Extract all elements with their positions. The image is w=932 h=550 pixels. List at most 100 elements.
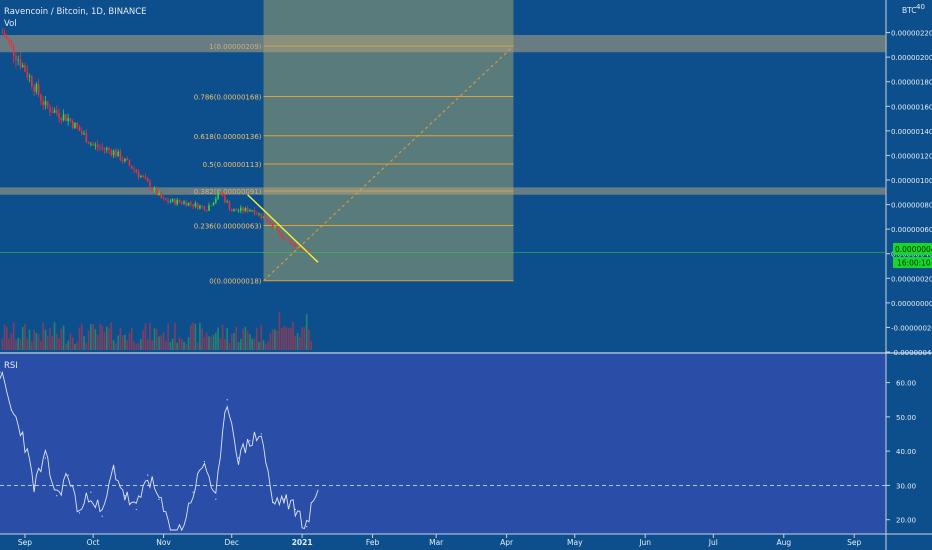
volume-bar	[153, 328, 156, 350]
candle-body	[269, 221, 272, 225]
volume-bar	[199, 323, 201, 350]
candle-body	[110, 150, 113, 156]
candle-body	[112, 150, 115, 156]
volume-bar	[96, 334, 99, 350]
volume-bar	[308, 329, 310, 350]
candle-body	[1, 32, 4, 34]
volume-bar	[237, 342, 240, 350]
rsi-point	[22, 433, 24, 435]
volume-bar	[6, 326, 8, 350]
candle-body	[235, 209, 238, 211]
volume-bar	[299, 337, 301, 350]
last-price-label: 0.00000041	[895, 245, 932, 254]
volume-bar	[233, 333, 235, 350]
time-tick-label: Apr	[500, 538, 514, 547]
candle-body	[289, 240, 292, 244]
candle-body	[285, 239, 288, 241]
volume-bar	[121, 335, 124, 350]
rsi-point	[158, 498, 160, 500]
volume-bar	[212, 334, 215, 350]
candle-body	[167, 200, 169, 202]
volume-bar	[265, 343, 267, 350]
resistance-zones[interactable]	[0, 35, 886, 195]
price-tick-label: 0.00000080	[891, 202, 932, 210]
top-axis-tick: 40	[916, 3, 925, 11]
candle-body	[260, 213, 263, 218]
rsi-point	[283, 498, 285, 500]
last-price-badge	[893, 243, 932, 255]
candle-body	[149, 181, 151, 189]
candle-body	[85, 133, 88, 143]
drawings[interactable]	[0, 194, 886, 263]
rsi-point	[135, 508, 137, 511]
volume-bar	[142, 330, 144, 350]
rsi-tick-label: 20.00	[896, 517, 916, 525]
rsi-label: RSI	[4, 361, 18, 371]
candle-body	[33, 86, 35, 92]
volume-bar	[217, 327, 219, 350]
volume-bar	[35, 333, 38, 350]
volume-bar	[140, 338, 142, 350]
candle-body	[278, 230, 281, 233]
candle-body	[67, 118, 69, 122]
candle-body	[37, 84, 40, 95]
candle-body	[6, 37, 8, 39]
candle-body	[308, 251, 310, 253]
time-tick-label: Sep	[847, 538, 861, 547]
volume-bar	[276, 330, 278, 350]
candle-body	[21, 65, 24, 67]
volume-bar	[167, 323, 169, 350]
volume-bar	[258, 341, 260, 350]
trendline[interactable]	[247, 194, 319, 263]
volume-bar	[219, 338, 222, 350]
candle-body	[137, 172, 140, 177]
candle-body	[115, 150, 117, 157]
rsi-point	[215, 498, 217, 500]
candle-body	[180, 202, 183, 204]
volume-bar	[224, 339, 226, 350]
candle-body	[192, 204, 194, 207]
volume-bar	[162, 332, 165, 350]
candle-body	[153, 188, 156, 191]
fib-level-label: 0.618(0.00000136)	[194, 133, 262, 141]
volume-bar	[180, 339, 183, 350]
volume-bar	[51, 336, 54, 350]
resistance-zone[interactable]	[0, 187, 886, 195]
candle-body	[187, 202, 190, 206]
volume-bars	[1, 311, 313, 350]
time-tick-label: 2021	[292, 538, 313, 547]
candle-body	[24, 65, 26, 72]
rsi-point	[306, 525, 308, 528]
candle-body	[201, 205, 203, 207]
candle-body	[58, 112, 60, 118]
candle-body	[87, 142, 90, 144]
rsi-point	[67, 474, 69, 476]
rsi-point	[147, 474, 149, 476]
candle-body	[55, 110, 58, 113]
volume-bar	[31, 342, 33, 350]
volume-bar	[235, 326, 238, 350]
candle-body	[190, 202, 192, 205]
volume-bar	[255, 328, 258, 350]
volume-bar	[215, 332, 217, 350]
fib-level-label: 0.236(0.00000063)	[194, 222, 262, 230]
resistance-zone[interactable]	[0, 35, 886, 53]
candlesticks	[1, 28, 313, 254]
candle-body	[212, 202, 215, 206]
rsi-point	[192, 491, 194, 493]
volume-bar	[169, 342, 172, 350]
volume-bar	[267, 341, 269, 350]
volume-bar	[251, 338, 253, 350]
time-tick-label: May	[567, 538, 583, 547]
candle-body	[274, 226, 276, 228]
volume-bar	[10, 333, 13, 350]
candle-body	[40, 94, 42, 101]
candle-body	[255, 213, 258, 215]
volume-bar	[103, 331, 106, 350]
candle-body	[10, 41, 13, 45]
candle-body	[26, 71, 29, 78]
time-axis[interactable]: Sep Oct Nov Dec 2021 Feb Mar Apr May Jun Jul Aug Sep	[18, 534, 862, 547]
volume-bar	[226, 327, 228, 350]
candle-body	[46, 101, 49, 107]
